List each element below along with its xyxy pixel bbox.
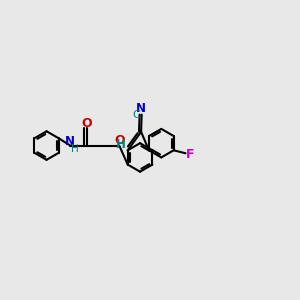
Text: H: H [71, 144, 79, 154]
Text: N: N [65, 135, 75, 148]
Text: H: H [116, 138, 126, 152]
Text: O: O [81, 117, 92, 130]
Text: N: N [136, 103, 146, 116]
Text: C: C [133, 110, 140, 120]
Text: F: F [186, 148, 195, 161]
Text: O: O [114, 134, 124, 147]
